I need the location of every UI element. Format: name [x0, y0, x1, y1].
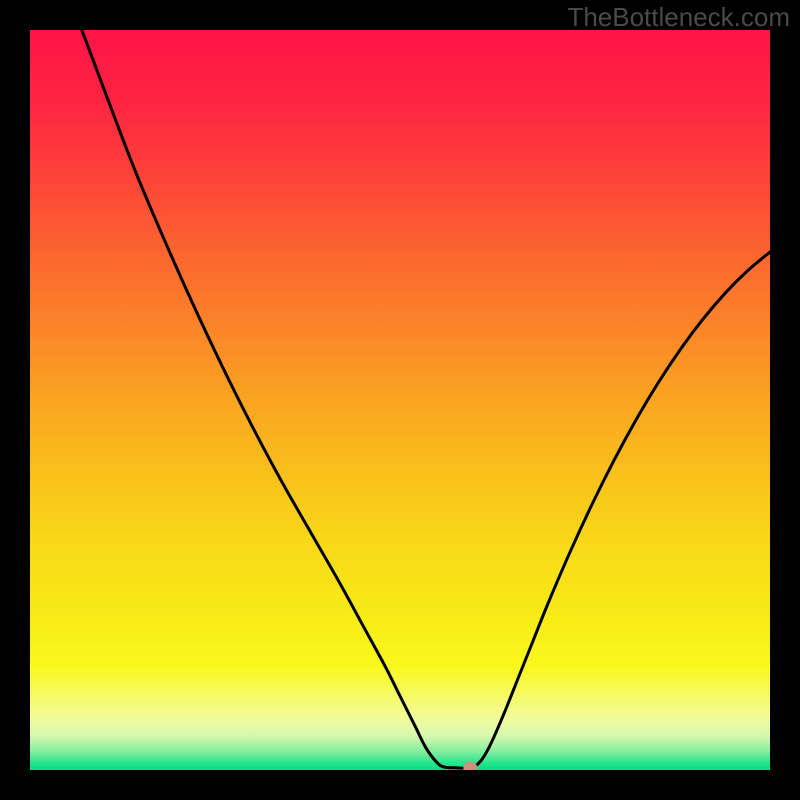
chart-container: TheBottleneck.com — [0, 0, 800, 800]
watermark-text: TheBottleneck.com — [567, 2, 790, 33]
bottleneck-chart — [0, 0, 800, 800]
chart-background — [30, 30, 770, 770]
